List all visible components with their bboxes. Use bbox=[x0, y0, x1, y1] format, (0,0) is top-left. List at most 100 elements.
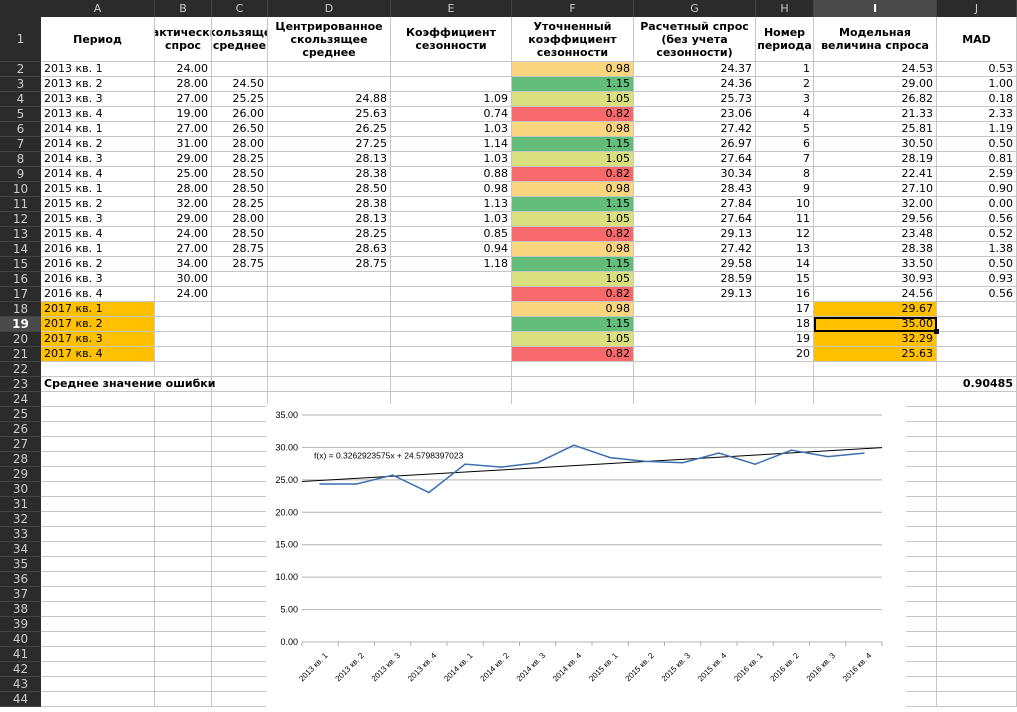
row-header-16[interactable]: 16 bbox=[0, 272, 41, 287]
cell-c30[interactable] bbox=[212, 482, 268, 497]
cell-e6[interactable]: 1.03 bbox=[391, 122, 512, 137]
cell-c16[interactable] bbox=[212, 272, 268, 287]
cell-b30[interactable] bbox=[155, 482, 212, 497]
cell-f12[interactable]: 1.05 bbox=[512, 212, 634, 227]
cell-b6[interactable]: 27.00 bbox=[155, 122, 212, 137]
row-header-14[interactable]: 14 bbox=[0, 242, 41, 257]
cell-j6[interactable]: 1.19 bbox=[937, 122, 1017, 137]
cell-c5[interactable]: 26.00 bbox=[212, 107, 268, 122]
cell-a30[interactable] bbox=[41, 482, 155, 497]
cell-h3[interactable]: 2 bbox=[756, 77, 814, 92]
row-header-28[interactable]: 28 bbox=[0, 452, 41, 467]
cell-c40[interactable] bbox=[212, 632, 268, 647]
cell-c43[interactable] bbox=[212, 677, 268, 692]
cell-e11[interactable]: 1.13 bbox=[391, 197, 512, 212]
cell-i7[interactable]: 30.50 bbox=[814, 137, 937, 152]
cell-a2[interactable]: 2013 кв. 1 bbox=[41, 62, 155, 77]
cell-a24[interactable] bbox=[41, 392, 155, 407]
cell-j17[interactable]: 0.56 bbox=[937, 287, 1017, 302]
cell-d21[interactable] bbox=[268, 347, 391, 362]
cell-b4[interactable]: 27.00 bbox=[155, 92, 212, 107]
cell-a13[interactable]: 2015 кв. 4 bbox=[41, 227, 155, 242]
cell-j12[interactable]: 0.56 bbox=[937, 212, 1017, 227]
row-header-26[interactable]: 26 bbox=[0, 422, 41, 437]
row-header-43[interactable]: 43 bbox=[0, 677, 41, 692]
cell-j44[interactable] bbox=[937, 692, 1017, 707]
cell-i21[interactable]: 25.63 bbox=[814, 347, 937, 362]
cell-h6[interactable]: 5 bbox=[756, 122, 814, 137]
cell-f14[interactable]: 0.98 bbox=[512, 242, 634, 257]
cell-b17[interactable]: 24.00 bbox=[155, 287, 212, 302]
row-header-41[interactable]: 41 bbox=[0, 647, 41, 662]
cell-h8[interactable]: 7 bbox=[756, 152, 814, 167]
cell-b37[interactable] bbox=[155, 587, 212, 602]
select-all-corner[interactable] bbox=[0, 0, 41, 17]
row-header-36[interactable]: 36 bbox=[0, 572, 41, 587]
row-header-30[interactable]: 30 bbox=[0, 482, 41, 497]
cell-f10[interactable]: 0.98 bbox=[512, 182, 634, 197]
row-header-15[interactable]: 15 bbox=[0, 257, 41, 272]
cell-a7[interactable]: 2014 кв. 2 bbox=[41, 137, 155, 152]
cell-j41[interactable] bbox=[937, 647, 1017, 662]
cell-c22[interactable] bbox=[212, 362, 268, 377]
cell-f7[interactable]: 1.15 bbox=[512, 137, 634, 152]
cell-j3[interactable]: 1.00 bbox=[937, 77, 1017, 92]
cell-d13[interactable]: 28.25 bbox=[268, 227, 391, 242]
cell-d20[interactable] bbox=[268, 332, 391, 347]
row-header-2[interactable]: 2 bbox=[0, 62, 41, 77]
cell-c15[interactable]: 28.75 bbox=[212, 257, 268, 272]
cell-g20[interactable] bbox=[634, 332, 756, 347]
cell-j14[interactable]: 1.38 bbox=[937, 242, 1017, 257]
cell-b31[interactable] bbox=[155, 497, 212, 512]
cell-b3[interactable]: 28.00 bbox=[155, 77, 212, 92]
cell-i6[interactable]: 25.81 bbox=[814, 122, 937, 137]
row-header-12[interactable]: 12 bbox=[0, 212, 41, 227]
row-header-21[interactable]: 21 bbox=[0, 347, 41, 362]
cell-c44[interactable] bbox=[212, 692, 268, 707]
cell-e22[interactable] bbox=[391, 362, 512, 377]
cell-i20[interactable]: 32.29 bbox=[814, 332, 937, 347]
cell-b7[interactable]: 31.00 bbox=[155, 137, 212, 152]
row-header-40[interactable]: 40 bbox=[0, 632, 41, 647]
cell-e16[interactable] bbox=[391, 272, 512, 287]
cell-d7[interactable]: 27.25 bbox=[268, 137, 391, 152]
cell-j1[interactable]: MAD bbox=[937, 17, 1017, 62]
cell-f1[interactable]: Уточненный коэффициент сезонности bbox=[512, 17, 634, 62]
cell-c38[interactable] bbox=[212, 602, 268, 617]
cell-j35[interactable] bbox=[937, 557, 1017, 572]
cell-b19[interactable] bbox=[155, 317, 212, 332]
row-header-35[interactable]: 35 bbox=[0, 557, 41, 572]
cell-c1[interactable]: Скользящее среднее bbox=[212, 17, 268, 62]
cell-g12[interactable]: 27.64 bbox=[634, 212, 756, 227]
fill-handle[interactable] bbox=[934, 329, 939, 334]
cell-a29[interactable] bbox=[41, 467, 155, 482]
cell-h2[interactable]: 1 bbox=[756, 62, 814, 77]
row-header-1[interactable]: 1 bbox=[0, 17, 41, 62]
cell-j23[interactable]: 0.90485 bbox=[937, 377, 1017, 392]
cell-a31[interactable] bbox=[41, 497, 155, 512]
cell-d3[interactable] bbox=[268, 77, 391, 92]
cell-a33[interactable] bbox=[41, 527, 155, 542]
cell-e17[interactable] bbox=[391, 287, 512, 302]
cell-c35[interactable] bbox=[212, 557, 268, 572]
cell-f3[interactable]: 1.15 bbox=[512, 77, 634, 92]
cell-c21[interactable] bbox=[212, 347, 268, 362]
cell-f15[interactable]: 1.15 bbox=[512, 257, 634, 272]
cell-j22[interactable] bbox=[937, 362, 1017, 377]
cell-e9[interactable]: 0.88 bbox=[391, 167, 512, 182]
cell-a26[interactable] bbox=[41, 422, 155, 437]
row-header-38[interactable]: 38 bbox=[0, 602, 41, 617]
cell-d18[interactable] bbox=[268, 302, 391, 317]
cell-j39[interactable] bbox=[937, 617, 1017, 632]
cell-h13[interactable]: 12 bbox=[756, 227, 814, 242]
cell-b1[interactable]: Фактический спрос bbox=[155, 17, 212, 62]
cell-j21[interactable] bbox=[937, 347, 1017, 362]
cell-c39[interactable] bbox=[212, 617, 268, 632]
cell-g10[interactable]: 28.43 bbox=[634, 182, 756, 197]
cell-i23[interactable] bbox=[814, 377, 937, 392]
cell-i16[interactable]: 30.93 bbox=[814, 272, 937, 287]
cell-c28[interactable] bbox=[212, 452, 268, 467]
cell-g8[interactable]: 27.64 bbox=[634, 152, 756, 167]
cell-g7[interactable]: 26.97 bbox=[634, 137, 756, 152]
cell-c31[interactable] bbox=[212, 497, 268, 512]
